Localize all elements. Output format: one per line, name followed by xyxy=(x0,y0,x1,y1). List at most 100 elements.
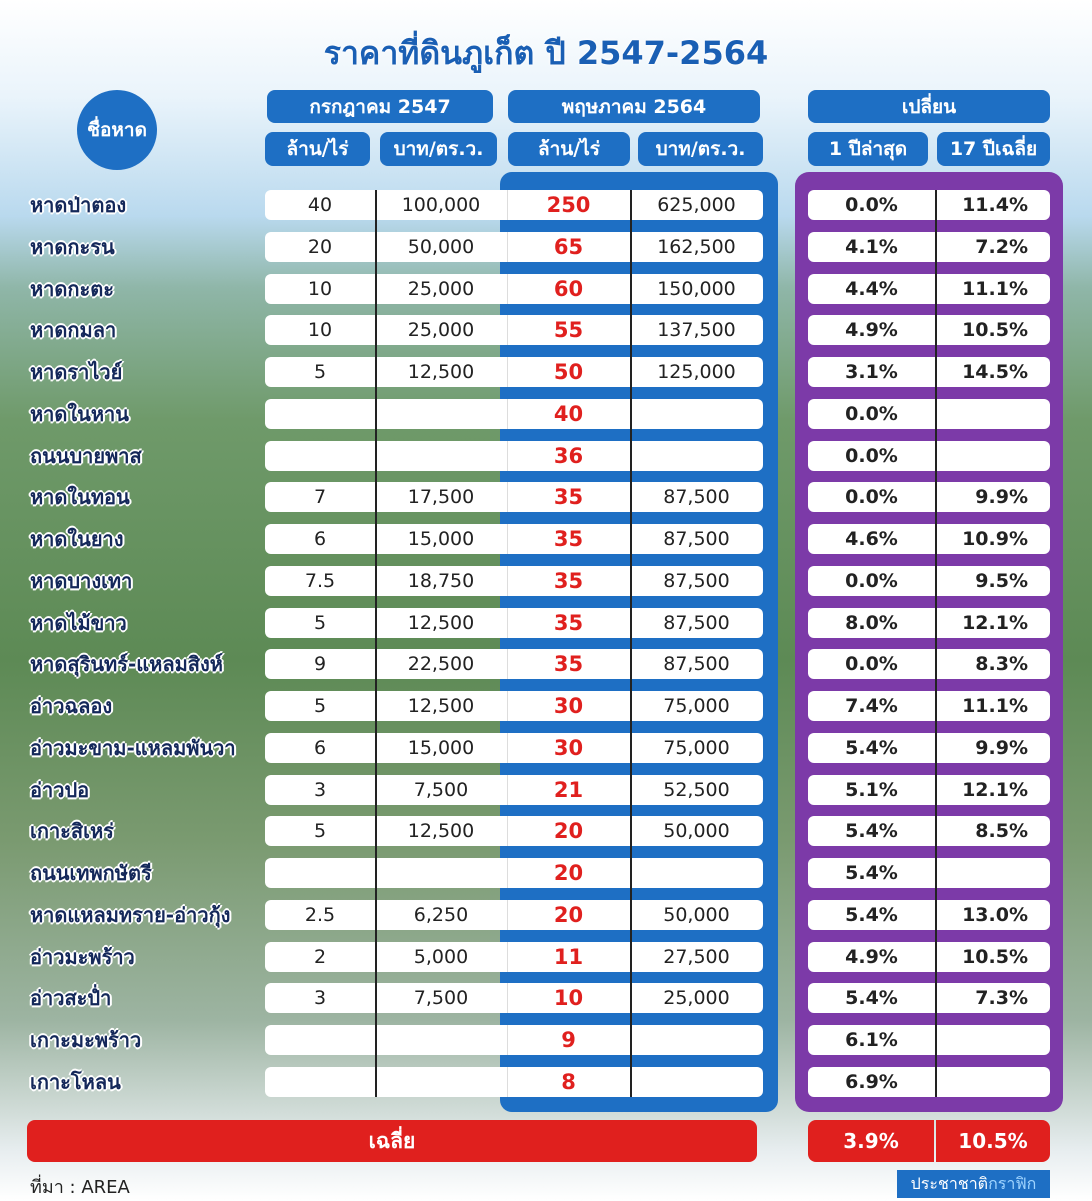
cell: 4.9% xyxy=(845,319,898,342)
divider xyxy=(375,565,377,608)
row-bg-left xyxy=(265,273,763,304)
cell: 75,000 xyxy=(663,736,730,759)
divider xyxy=(935,691,937,733)
divider xyxy=(935,273,937,316)
divider xyxy=(630,565,632,608)
cell: 87,500 xyxy=(663,486,730,509)
row-bg-left xyxy=(265,315,763,346)
sub-header: บาท/ตร.ว. xyxy=(638,132,763,166)
divider xyxy=(630,816,632,859)
sub-header: 1 ปีล่าสุด xyxy=(808,132,928,166)
divider xyxy=(630,482,632,525)
cell: 0.0% xyxy=(845,653,898,676)
cell: 18,750 xyxy=(407,569,475,592)
cell: 125,000 xyxy=(657,361,736,384)
divider xyxy=(935,357,937,399)
cell: 30 xyxy=(553,735,584,760)
cell: 55 xyxy=(553,318,584,343)
group-header: กรกฎาคม 2547 xyxy=(267,90,493,123)
cell: 35 xyxy=(553,527,584,552)
row-bg-right xyxy=(808,649,1050,680)
divider xyxy=(507,858,508,889)
cell: 6 xyxy=(313,528,327,551)
cell: 11.1% xyxy=(962,695,1028,718)
divider xyxy=(630,858,632,900)
divider xyxy=(935,941,937,984)
divider xyxy=(375,816,377,859)
cell: 52,500 xyxy=(663,778,730,801)
cell: 4.9% xyxy=(845,945,898,968)
cell: 5.1% xyxy=(845,778,898,801)
cell: 5 xyxy=(313,820,327,843)
cell: 87,500 xyxy=(663,653,730,676)
row-bg-right xyxy=(808,231,1050,262)
row-bg-right xyxy=(808,858,1050,889)
title: ราคาที่ดินภูเก็ต ปี 2547-2564 xyxy=(323,34,769,72)
divider xyxy=(507,273,508,304)
divider xyxy=(935,482,937,525)
cell: 8.0% xyxy=(845,611,898,634)
cell: 15,000 xyxy=(407,528,475,551)
cell: 6.9% xyxy=(845,1070,898,1093)
row-bg-left xyxy=(265,565,763,596)
cell: 6,250 xyxy=(413,903,469,926)
divider xyxy=(507,607,508,638)
row-name: หาดกะตะ xyxy=(30,276,114,301)
row-bg-right xyxy=(808,1066,1050,1097)
name-header: ชื่อหาด xyxy=(77,90,157,170)
divider xyxy=(630,315,632,358)
cell: 27,500 xyxy=(663,945,730,968)
credit: ประชาชาติ xyxy=(910,1173,989,1193)
divider xyxy=(630,524,632,566)
row-bg-right xyxy=(808,482,1050,513)
cell: 35 xyxy=(553,568,584,593)
cell: 11.1% xyxy=(962,277,1028,300)
cell: 11.4% xyxy=(962,194,1028,216)
row-bg-left xyxy=(265,649,763,680)
cell: 5 xyxy=(313,695,327,718)
divider xyxy=(507,482,508,513)
divider xyxy=(630,941,632,984)
row-bg-right xyxy=(808,315,1050,346)
cell: 65 xyxy=(553,234,584,259)
cell: 7.4% xyxy=(845,695,898,718)
divider xyxy=(507,315,508,346)
cell: 40 xyxy=(553,401,584,426)
divider xyxy=(375,1025,377,1067)
divider xyxy=(935,774,937,817)
divider xyxy=(630,357,632,399)
divider xyxy=(507,649,508,680)
cell: 25,000 xyxy=(407,277,475,300)
sub-header: 17 ปีเฉลี่ย xyxy=(937,132,1050,166)
divider xyxy=(630,273,632,316)
divider xyxy=(935,649,937,692)
row-bg-left xyxy=(265,190,763,220)
credit: กราฟิก xyxy=(988,1173,1037,1193)
row-bg-left xyxy=(265,774,763,805)
divider xyxy=(935,899,937,942)
cell: 35 xyxy=(553,610,584,635)
cell: 30 xyxy=(553,694,584,719)
divider xyxy=(630,774,632,817)
row-name: หาดในหาน xyxy=(30,401,129,426)
cell: 3 xyxy=(313,778,327,801)
divider xyxy=(375,440,377,483)
cell: 4.1% xyxy=(845,235,898,258)
footer-value: 10.5% xyxy=(936,1120,1050,1162)
divider xyxy=(630,1066,632,1097)
group-header: พฤษภาคม 2564 xyxy=(508,90,760,123)
divider xyxy=(507,440,508,471)
cell: 14.5% xyxy=(962,361,1028,384)
divider xyxy=(630,983,632,1026)
cell: 13.0% xyxy=(962,903,1028,926)
cell: 50,000 xyxy=(663,820,730,843)
divider xyxy=(375,899,377,942)
cell: 10 xyxy=(553,986,584,1011)
divider xyxy=(375,858,377,900)
cell: 10.9% xyxy=(962,528,1028,551)
divider xyxy=(375,524,377,566)
divider xyxy=(375,482,377,525)
cell: 40 xyxy=(307,194,333,216)
row-bg-right xyxy=(808,440,1050,471)
